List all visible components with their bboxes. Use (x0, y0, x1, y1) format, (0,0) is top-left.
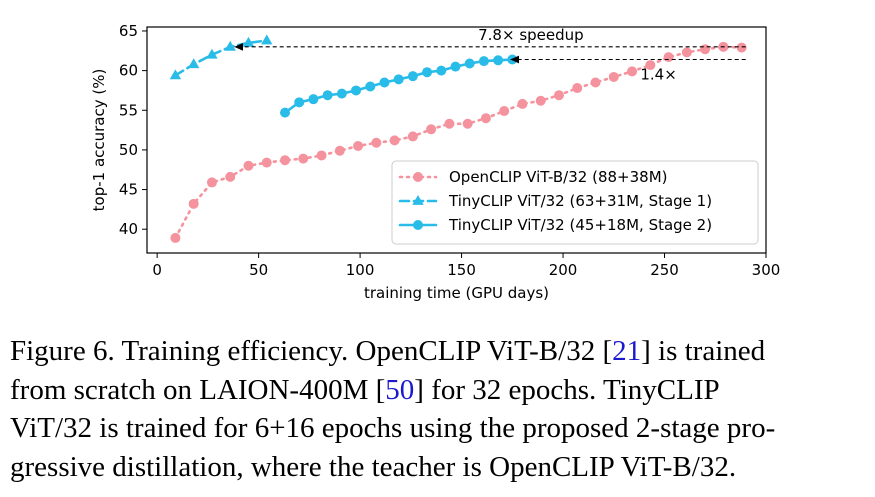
series-1-point (627, 66, 638, 77)
y-tick-label: 60 (119, 62, 138, 80)
series-1-point (206, 177, 217, 188)
speedup-label: 7.8× speedup (478, 26, 584, 44)
series-1-point (280, 155, 291, 166)
series-3-point (422, 67, 433, 78)
caption-text: from scratch on LAION-400M [ (10, 373, 386, 406)
citation-link[interactable]: 21 (612, 335, 642, 367)
series-1-point (389, 135, 400, 146)
series-1-point (243, 160, 254, 171)
legend-label-2: TinyCLIP ViT/32 (63+31M, Stage 1) (448, 192, 712, 210)
citation-link[interactable]: 50 (385, 373, 415, 406)
series-1-point (462, 118, 473, 129)
series-3-point (336, 88, 347, 99)
series-3-point (493, 55, 504, 66)
x-tick-label: 100 (346, 261, 375, 279)
series-1-point (736, 42, 747, 53)
legend-marker-3 (413, 220, 423, 230)
series-2-point (187, 58, 200, 69)
series-1-point (353, 140, 364, 151)
x-tick-label: 50 (249, 261, 268, 279)
caption-line: from scratch on LAION-400M [50] for 32 e… (10, 371, 865, 410)
x-axis-label: training time (GPU days) (364, 284, 549, 302)
series-3-point (365, 81, 376, 92)
series-2-point (224, 40, 236, 51)
y-tick-label: 65 (119, 22, 138, 40)
series-1-point (334, 145, 345, 156)
series-1-point (590, 77, 601, 88)
series-1-point (444, 118, 455, 129)
legend-label-1: OpenCLIP ViT-B/32 (88+38M) (449, 168, 667, 186)
series-1-point (371, 137, 382, 148)
series-2-point (242, 36, 255, 47)
series-1-point (170, 232, 181, 243)
caption-text: ] for 32 epochs. TinyCLIP (414, 373, 720, 406)
series-3-point (308, 94, 319, 105)
training-efficiency-chart: 0 50 100 150 200 250 300 40 45 50 55 60 65 training … (90, 22, 781, 302)
series-3-point (478, 56, 489, 67)
series-1-point (553, 90, 564, 101)
legend-label-3: TinyCLIP ViT/32 (45+18M, Stage 2) (448, 216, 712, 234)
speedup-label: 1.4× (640, 66, 676, 84)
series-2-point (206, 48, 218, 59)
series-1-point (608, 71, 619, 82)
x-tick-label: 0 (152, 261, 162, 279)
figure-caption: Figure 6. Training efficiency. OpenCLIP … (10, 332, 865, 486)
series-1-point (499, 106, 510, 117)
caption-text: ] is trained (641, 335, 766, 367)
series-3-point (280, 107, 291, 118)
legend-box (391, 160, 759, 245)
series-1-point (645, 60, 656, 71)
series-1-point (316, 150, 327, 161)
series-1-point (535, 95, 546, 106)
plot-frame (146, 26, 767, 254)
series-3-point (379, 77, 390, 88)
series-3-point (351, 85, 362, 96)
legend-marker-2 (412, 195, 424, 205)
series-3-point (436, 65, 447, 76)
series-1-point (225, 171, 236, 182)
caption-line: gressive distillation, where the teacher… (10, 448, 865, 487)
series-1-point (572, 83, 583, 94)
y-tick-label: 55 (119, 101, 138, 119)
caption-line: Figure 6. Training efficiency. OpenCLIP … (10, 332, 865, 371)
series-1-point (426, 124, 437, 135)
series-1-point (407, 131, 418, 142)
x-tick-label: 200 (549, 261, 578, 279)
series-3-point (322, 90, 333, 101)
series-1-point (681, 47, 692, 58)
legend-marker-1 (413, 172, 423, 182)
series-1-point (261, 157, 272, 168)
series-1-point (700, 44, 711, 55)
x-tick-label: 150 (447, 261, 476, 279)
x-tick-label: 300 (752, 261, 781, 279)
caption-text: Figure 6. Training efficiency. OpenCLIP … (10, 335, 613, 367)
x-tick-label: 250 (650, 261, 679, 279)
series-line-3 (283, 58, 514, 114)
y-tick-label: 50 (119, 141, 138, 159)
chart-legend: OpenCLIP ViT-B/32 (88+38M) TinyCLIP ViT/3… (391, 160, 759, 245)
caption-text: ViT/32 is trained for 6+16 epochs using … (10, 412, 776, 444)
series-3-point (450, 61, 461, 72)
series-3-point (294, 97, 305, 108)
series-1-point (188, 198, 199, 209)
y-tick-label: 40 (119, 220, 138, 238)
series-1-point (298, 153, 309, 164)
series-1-point (480, 113, 491, 124)
series-1-point (517, 98, 528, 109)
caption-text: gressive distillation, where the teacher… (10, 450, 737, 483)
caption-line: ViT/32 is trained for 6+16 epochs using … (10, 409, 865, 448)
series-2-point (261, 34, 273, 45)
series-3-point (393, 74, 404, 85)
series-1-point (663, 52, 674, 63)
series-2-point (169, 69, 182, 80)
series-3-point (464, 58, 475, 69)
y-tick-label: 45 (119, 181, 138, 199)
y-axis-label: top-1 accuracy (%) (90, 69, 108, 212)
series-3-point (407, 71, 418, 82)
